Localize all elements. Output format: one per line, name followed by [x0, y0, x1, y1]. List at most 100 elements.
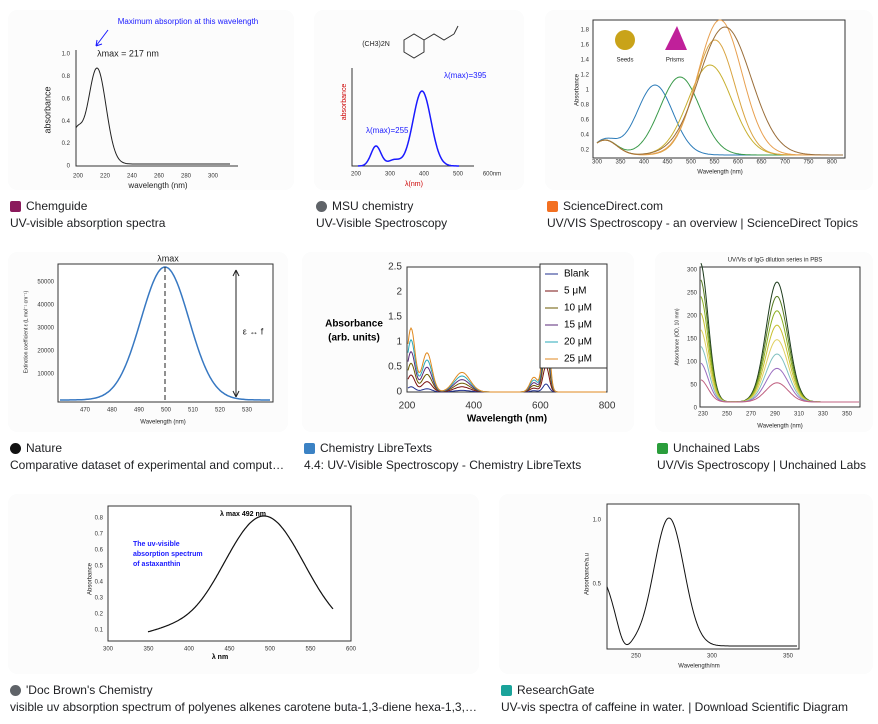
chart-label: λ(nm) — [405, 181, 423, 188]
y-tick-label: 0.8 — [95, 516, 104, 522]
source[interactable]: Chemistry LibreTexts — [304, 440, 432, 456]
x-tick-label: 330 — [818, 412, 829, 418]
chart-label: λ(max)=395 — [444, 71, 487, 80]
thumbnail[interactable]: Blank 5 μM 10 μM 15 μM 20 μM 25 μM Absorbance (… — [302, 252, 634, 432]
chart-label: λmax = 217 nm — [97, 48, 159, 58]
x-tick-label: 800 — [599, 401, 616, 412]
result-card[interactable]: λ max 492 nm The uv-visible absorption spe… — [8, 494, 479, 718]
source[interactable]: Chemguide — [10, 198, 87, 214]
thumbnail[interactable]: UV/Vis of IgG dilution series in PBS Abso… — [655, 252, 873, 432]
result-title[interactable]: UV/VIS Spectroscopy - an overview | Scie… — [547, 216, 859, 230]
y-tick-label: 0.6 — [95, 548, 104, 554]
chart-label: The uv-visible — [133, 541, 180, 548]
result-title[interactable]: 4.4: UV-Visible Spectroscopy - Chemistry… — [304, 458, 582, 472]
source[interactable]: ScienceDirect.com — [547, 198, 663, 214]
favicon — [10, 684, 21, 696]
result-card[interactable]: Maximum absorption at this wavelength λma… — [8, 10, 294, 234]
thumbnail[interactable]: λ max 492 nm The uv-visible absorption spe… — [8, 494, 479, 674]
x-tick-label: 200 — [351, 172, 362, 178]
thumbnail[interactable]: (CH3)2N absorbance λ(nm) λ(max)=395 λ(max)=2… — [314, 10, 524, 190]
chart-label: wavelength (nm) — [127, 181, 187, 190]
result-title[interactable]: UV-vis spectra of caffeine in water. | D… — [501, 700, 849, 714]
y-tick-label: 0.8 — [581, 103, 590, 109]
result-card[interactable]: UV/Vis of IgG dilution series in PBS Abso… — [655, 252, 873, 476]
legend-entry: 10 μM — [564, 303, 592, 314]
source-name: ScienceDirect.com — [563, 199, 664, 213]
source[interactable]: ResearchGate — [501, 682, 594, 698]
source[interactable]: MSU chemistry — [316, 198, 413, 214]
result-title[interactable]: Comparative dataset of experimental and … — [10, 458, 288, 472]
favicon — [316, 200, 327, 212]
thumbnail[interactable]: λmax ε ↔ f Extinction coefficient ε (L mol… — [8, 252, 288, 432]
result-title[interactable]: UV-visible absorption spectra — [10, 216, 166, 230]
y-tick-label: 1 — [396, 337, 402, 348]
chart-label: λ nm — [212, 653, 228, 661]
chart-label: Wavelength/nm — [678, 664, 719, 670]
source-name: Chemistry LibreTexts — [320, 441, 433, 455]
y-tick-label: 0.5 — [388, 362, 402, 373]
source[interactable]: Nature — [10, 440, 62, 456]
result-card[interactable]: (CH3)2N absorbance λ(nm) λ(max)=395 λ(max)=2… — [314, 10, 524, 234]
result-title[interactable]: UV/Vis Spectroscopy | Unchained Labs — [657, 458, 867, 472]
x-tick-label: 270 — [746, 412, 757, 418]
spectrum — [596, 26, 843, 156]
source[interactable]: Unchained Labs — [657, 440, 760, 456]
y-tick-label: 0.7 — [95, 532, 104, 538]
y-tick-label: 1.5 — [388, 312, 402, 323]
legend-entry: 15 μM — [564, 320, 592, 331]
chart-label: Prisms — [666, 58, 684, 64]
y-tick-label: 0.1 — [95, 628, 104, 634]
chart-label: absorption spectrum — [133, 551, 203, 558]
source-name: MSU chemistry — [332, 199, 414, 213]
y-tick-label: 1.6 — [581, 43, 590, 49]
molecule — [403, 25, 459, 59]
image-bg — [8, 10, 294, 190]
x-tick-label: 600 — [532, 401, 549, 412]
x-tick-label: 290 — [770, 412, 781, 418]
x-tick-label: 300 — [707, 654, 718, 660]
y-tick-label: 20000 — [37, 349, 54, 355]
result-card[interactable]: Absorbance/a.u Wavelength/nm 250 300 350 1.0 0… — [499, 494, 873, 718]
favicon — [547, 200, 558, 212]
x-tick-label: 500 — [453, 172, 464, 178]
thumbnail[interactable]: Maximum absorption at this wavelength λma… — [8, 10, 294, 190]
plot-bg — [606, 503, 800, 650]
axes — [75, 50, 238, 167]
source[interactable]: 'Doc Brown's Chemistry — [10, 682, 153, 698]
thumbnail-image: Blank 5 μM 10 μM 15 μM 20 μM 25 μM Absorbance (… — [302, 252, 634, 432]
y-tick-label: 300 — [687, 268, 698, 274]
favicon — [10, 442, 21, 454]
chart-label: Absorbance — [88, 562, 94, 595]
thumbnail[interactable]: Absorbance/a.u Wavelength/nm 250 300 350 1.0 0… — [499, 494, 873, 674]
result-card[interactable]: λmax ε ↔ f Extinction coefficient ε (L mol… — [8, 252, 288, 476]
x-tick-label: 400 — [184, 647, 195, 653]
legend-entry: Blank — [564, 269, 590, 280]
result-card[interactable]: Seeds Prisms Absorbance Wavelength (nm) 300 3… — [545, 10, 873, 234]
x-tick-label: 530 — [242, 408, 253, 414]
thumbnail[interactable]: Seeds Prisms Absorbance Wavelength (nm) 300 3… — [545, 10, 873, 190]
chart-label: ε ↔ f — [243, 326, 264, 336]
y-tick-label: 50000 — [37, 280, 54, 286]
y-tick-label: 1.4 — [581, 58, 590, 64]
x-tick-label: 350 — [783, 654, 794, 660]
x-tick-label: 200 — [73, 174, 84, 180]
x-tick-label: 490 — [134, 408, 145, 414]
x-tick-label: 750 — [803, 160, 814, 166]
y-tick-label: 1.0 — [62, 52, 71, 58]
source-name: 'Doc Brown's Chemistry — [26, 683, 153, 697]
chart-label: UV/Vis of IgG dilution series in PBS — [728, 258, 823, 264]
x-tick-label: 250 — [722, 412, 733, 418]
x-tick-label: 600nm — [483, 172, 501, 178]
y-tick-label: 0.2 — [581, 148, 590, 154]
y-tick-label: 50 — [690, 383, 697, 389]
result-title[interactable]: UV-Visible Spectroscopy — [316, 216, 448, 230]
arrow — [95, 29, 109, 47]
result-title[interactable]: visible uv absorption spectrum of polyen… — [10, 700, 479, 714]
result-card[interactable]: Blank 5 μM 10 μM 15 μM 20 μM 25 μM Absorbance (… — [302, 252, 634, 476]
source-name: Chemguide — [26, 199, 88, 213]
y-tick-label: 1.8 — [581, 28, 590, 34]
source-name: Nature — [26, 441, 63, 455]
y-tick-label: 30000 — [37, 326, 54, 332]
seed-icon — [615, 30, 635, 50]
